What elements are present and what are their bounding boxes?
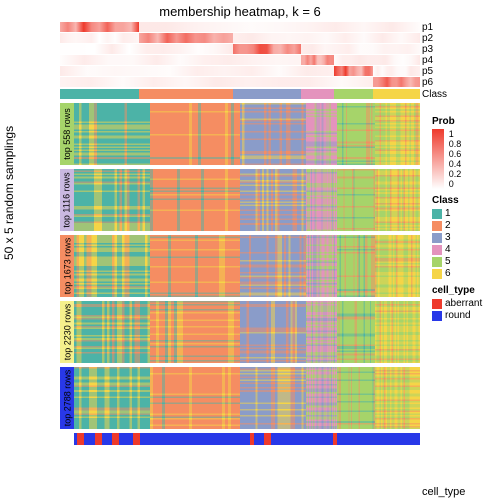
class-annotation-bar bbox=[60, 89, 420, 99]
chart-title: membership heatmap, k = 6 bbox=[60, 4, 420, 19]
cell-type-bar bbox=[74, 433, 420, 445]
legend-panel: Prob 10.80.60.40.20 Class 123456 cell_ty… bbox=[432, 110, 482, 322]
y-axis-label: 50 x 5 random samplings bbox=[2, 126, 16, 260]
prob-ticks: 10.80.60.40.20 bbox=[449, 129, 462, 189]
class-legend-items: 123456 bbox=[432, 208, 482, 279]
celltype-legend-items: aberrantround bbox=[432, 298, 482, 321]
probability-tracks bbox=[60, 22, 420, 87]
x-axis-label: cell_type bbox=[422, 486, 465, 498]
class-legend-title: Class bbox=[432, 195, 482, 206]
celltype-legend-title: cell_type bbox=[432, 285, 482, 296]
heatmap-main: top 558 rowstop 1116 rowstop 1673 rowsto… bbox=[60, 22, 420, 480]
heatmap-blocks: top 558 rowstop 1116 rowstop 1673 rowsto… bbox=[60, 103, 420, 429]
prob-legend-title: Prob bbox=[432, 116, 482, 127]
p-row-labels: p1p2p3p4p5p6 bbox=[422, 22, 433, 88]
prob-gradient bbox=[432, 129, 444, 189]
class-bar-label: Class bbox=[422, 89, 447, 100]
